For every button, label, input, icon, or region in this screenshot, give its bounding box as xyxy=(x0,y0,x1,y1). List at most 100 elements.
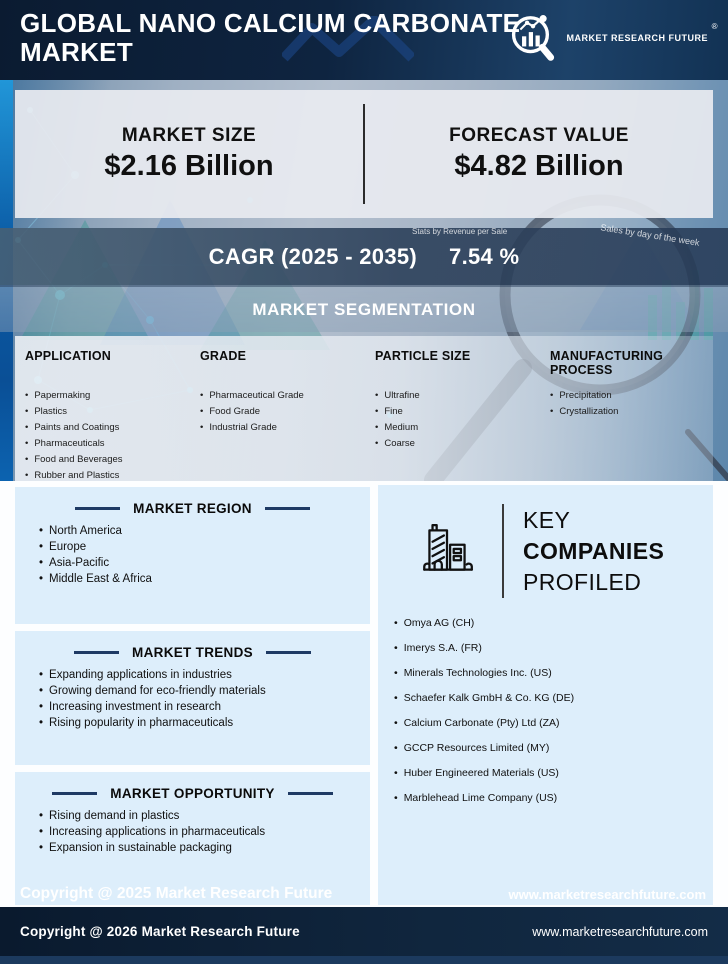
segment-item-list: Precipitation Crystallization xyxy=(550,391,713,417)
footer-bottom-strip xyxy=(0,956,728,964)
list-item: Ultrafine xyxy=(375,391,550,401)
title-dash-left xyxy=(52,792,98,795)
market-opportunity-list: Rising demand in plastics Increasing appl… xyxy=(39,810,370,855)
registered-mark: ® xyxy=(711,22,718,31)
list-item: Calcium Carbonate (Pty) Ltd (ZA) xyxy=(394,718,713,729)
market-trends-panel: MARKET TRENDS Expanding applications in … xyxy=(15,631,370,765)
list-item: Rising popularity in pharmaceuticals xyxy=(39,717,370,730)
segment-column-grade: GRADE Pharmaceutical Grade Food Grade Indu… xyxy=(200,349,375,487)
list-item: Increasing applications in pharmaceutica… xyxy=(39,826,370,839)
hero-section: Stats by Revenue per Sale Sales by day o… xyxy=(0,80,728,481)
key-companies-header: KEY COMPANIES PROFILED xyxy=(378,485,713,598)
cagr-band: CAGR (2025 - 2035) 7.54 % xyxy=(0,228,728,285)
list-item: Expansion in sustainable packaging xyxy=(39,842,370,855)
building-icon xyxy=(423,524,473,571)
segment-item-list: Ultrafine Fine Medium Coarse xyxy=(375,391,550,449)
list-item: Rubber and Plastics xyxy=(25,470,200,481)
page-title: GLOBAL NANO CALCIUM CARBONATE MARKET xyxy=(20,8,521,68)
forecast-value-label: FORECAST VALUE xyxy=(449,125,629,146)
list-item: Industrial Grade xyxy=(200,422,375,433)
watermark-copyright: Copyright @ 2025 Market Research Future xyxy=(20,885,333,902)
list-item: Asia-Pacific xyxy=(39,557,370,570)
list-item: Plastics xyxy=(25,406,200,417)
segmentation-title-band: MARKET SEGMENTATION xyxy=(0,285,728,332)
forecast-value-block: FORECAST VALUE $4.82 Billion xyxy=(365,125,713,183)
list-item: Crystallization xyxy=(550,406,713,417)
key-companies-panel: KEY COMPANIES PROFILED Omya AG (CH) Imery… xyxy=(378,485,713,905)
market-size-label: MARKET SIZE xyxy=(121,125,257,146)
footer-bar: Copyright @ 2026 Market Research Future … xyxy=(0,907,728,956)
list-item: Fine xyxy=(375,406,550,417)
title-dash-right xyxy=(264,507,310,510)
segment-column-particle-size: PARTICLE SIZE Ultrafine Fine Medium Coarse xyxy=(375,349,550,487)
market-trends-title-row: MARKET TRENDS xyxy=(15,631,370,660)
list-item: Food Grade xyxy=(200,406,375,417)
market-trends-title: MARKET TRENDS xyxy=(132,645,253,660)
list-item: Increasing investment in research xyxy=(39,701,370,714)
footer-copyright: Copyright @ 2026 Market Research Future xyxy=(20,924,300,939)
list-item: Growing demand for eco-friendly material… xyxy=(39,685,370,698)
market-region-list: North America Europe Asia-Pacific Middle Ea… xyxy=(39,525,370,586)
title-dash-right xyxy=(265,651,311,654)
segment-column-manufacturing-process: MANUFACTURING PROCESS Precipitation Cryst… xyxy=(550,349,713,487)
market-opportunity-title-row: MARKET OPPORTUNITY xyxy=(15,772,370,801)
key-companies-list: Omya AG (CH) Imerys S.A. (FR) Minerals Tec… xyxy=(394,618,713,804)
brand-name: MARKET RESEARCH FUTURE ® xyxy=(566,22,718,43)
market-region-title: MARKET REGION xyxy=(133,501,252,516)
market-trends-list: Expanding applications in industries Grow… xyxy=(39,669,370,730)
list-item: North America xyxy=(39,525,370,538)
list-item: Marblehead Lime Company (US) xyxy=(394,793,713,804)
list-item: Rising demand in plastics xyxy=(39,810,370,823)
page-title-line2: MARKET xyxy=(20,37,134,68)
market-size-value: $2.16 Billion xyxy=(104,150,274,182)
segmentation-title: MARKET SEGMENTATION xyxy=(252,299,476,319)
key-companies-title-line2: COMPANIES xyxy=(523,537,665,564)
list-item: Precipitation xyxy=(550,391,713,401)
list-item: Minerals Technologies Inc. (US) xyxy=(394,668,713,679)
key-companies-title: KEY COMPANIES PROFILED xyxy=(523,505,664,598)
list-item: Imerys S.A. (FR) xyxy=(394,643,713,654)
list-item: Schaefer Kalk GmbH & Co. KG (DE) xyxy=(394,693,713,704)
footer-website: www.marketresearchfuture.com xyxy=(532,924,708,939)
market-size-block: MARKET SIZE $2.16 Billion xyxy=(15,125,363,183)
list-item: Pharmaceutical Grade xyxy=(200,391,375,401)
mrf-magnifier-chart-icon xyxy=(511,15,554,61)
list-item: Medium xyxy=(375,422,550,433)
brand-logo: MARKET RESEARCH FUTURE ® xyxy=(506,11,717,65)
list-item: Huber Engineered Materials (US) xyxy=(394,768,713,779)
watermark-website: www.marketresearchfuture.com xyxy=(508,887,706,902)
list-item: Coarse xyxy=(375,438,550,449)
market-stats-panel: MARKET SIZE $2.16 Billion FORECAST VALUE… xyxy=(15,90,713,218)
segment-column-title: PARTICLE SIZE xyxy=(375,349,471,363)
zigzag-chart-motif xyxy=(282,16,414,62)
forecast-value-value: $4.82 Billion xyxy=(454,150,624,182)
segment-column-title: GRADE xyxy=(200,349,247,363)
key-companies-title-line1: KEY xyxy=(523,506,571,533)
header-bar: GLOBAL NANO CALCIUM CARBONATE MARKET MAR… xyxy=(0,0,728,80)
market-opportunity-title: MARKET OPPORTUNITY xyxy=(110,786,275,801)
page-title-line1: GLOBAL NANO CALCIUM CARBONATE xyxy=(20,8,521,38)
list-item: Papermaking xyxy=(25,391,200,401)
vertical-divider xyxy=(363,104,365,204)
title-dash-right xyxy=(287,792,333,795)
segment-column-title: MANUFACTURING PROCESS xyxy=(550,349,664,378)
market-opportunity-panel: MARKET OPPORTUNITY Rising demand in plas… xyxy=(15,772,370,905)
list-item: GCCP Resources Limited (MY) xyxy=(394,743,713,754)
title-dash-left xyxy=(75,507,121,510)
cagr-label: CAGR (2025 - 2035) xyxy=(208,243,418,269)
segmentation-panel: APPLICATION Papermaking Plastics Paints an… xyxy=(15,336,713,481)
key-companies-title-line3: PROFILED xyxy=(523,568,642,595)
segment-item-list: Pharmaceutical Grade Food Grade Industrial… xyxy=(200,391,375,433)
list-item: Food and Beverages xyxy=(25,454,200,465)
segment-column-application: APPLICATION Papermaking Plastics Paints an… xyxy=(25,349,200,487)
vertical-divider xyxy=(502,504,504,598)
list-item: Middle East & Africa xyxy=(39,573,370,586)
segment-item-list: Papermaking Plastics Paints and Coatings Ph… xyxy=(25,391,200,481)
cagr-value: 7.54 % xyxy=(449,243,520,269)
list-item: Expanding applications in industries xyxy=(39,669,370,682)
list-item: Paints and Coatings xyxy=(25,422,200,433)
title-dash-left xyxy=(74,651,120,654)
market-region-title-row: MARKET REGION xyxy=(15,487,370,516)
list-item: Pharmaceuticals xyxy=(25,438,200,449)
